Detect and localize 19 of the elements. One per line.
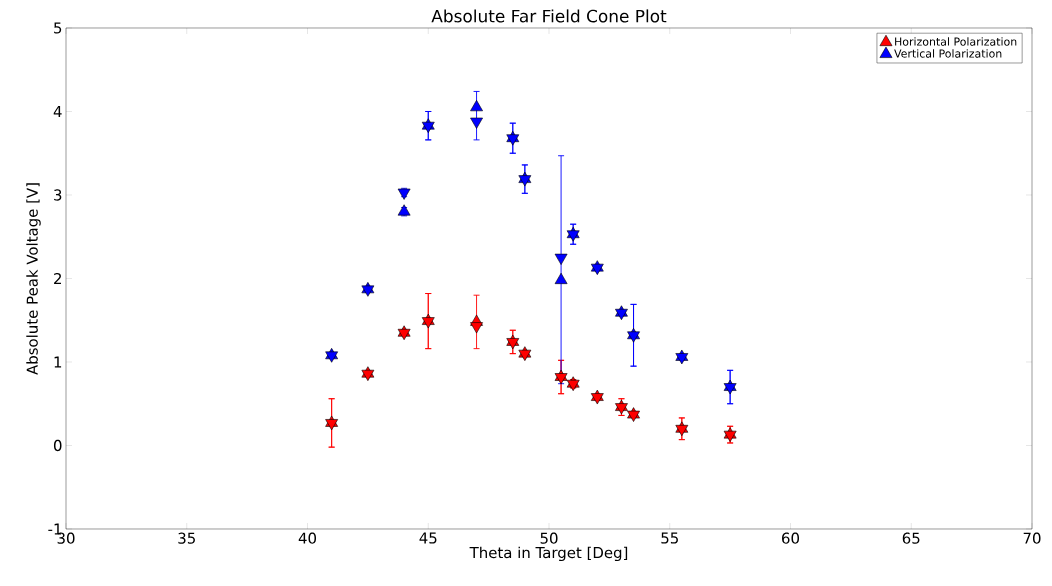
x-tick-label: 60	[782, 532, 800, 544]
x-axis-title: Theta in Target [Deg]	[469, 546, 628, 562]
x-tick-label: 70	[1023, 532, 1041, 544]
y-tick-label: 1	[54, 356, 62, 368]
y-tick-label: 3	[54, 189, 62, 201]
y-tick-label: 2	[54, 272, 61, 285]
y-tick-label: 0	[53, 439, 62, 452]
y-tick-label: 5	[54, 22, 62, 34]
y-tick-label: 4	[53, 106, 62, 117]
x-tick-label: 55	[661, 532, 678, 544]
chart-title: Absolute Far Field Cone Plot	[431, 9, 667, 23]
legend-label: Vertical Polarization	[894, 49, 1002, 58]
legend-label: Horizontal Polarization	[895, 37, 1017, 46]
x-tick-label: 35	[178, 532, 195, 544]
x-tick-label: 65	[902, 532, 920, 544]
x-tick-label: 40	[298, 532, 317, 544]
x-tick-label: 50	[540, 532, 558, 544]
x-tick-label: 45	[419, 532, 437, 544]
y-axis-title: Absolute Peak Voltage [V]	[26, 183, 41, 375]
